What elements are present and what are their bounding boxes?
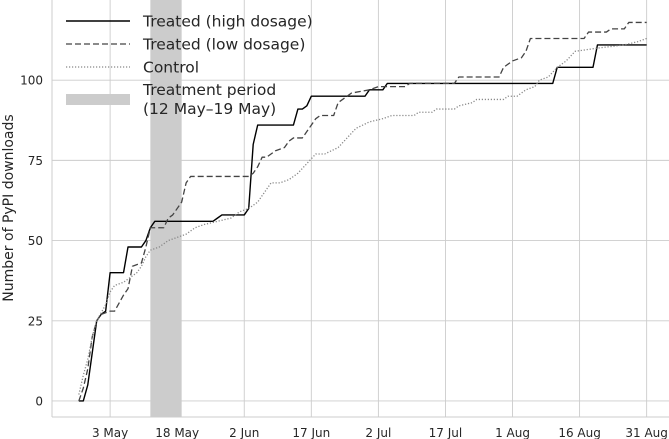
legend-swatch-treatment-period: [66, 94, 130, 105]
legend-label-2: Control: [143, 59, 199, 77]
y-tick-label: 100: [20, 74, 43, 88]
x-tick-label: 31 Aug: [625, 426, 668, 439]
series-lines: [78, 21, 647, 402]
series-line-2: [78, 37, 647, 395]
x-tick-label: 17 Jul: [429, 426, 463, 439]
x-tick-label: 3 May: [92, 426, 128, 439]
legend-label-treatment-period: Treatment period: [142, 81, 276, 99]
x-tick-label: 17 Jun: [292, 426, 330, 439]
legend-label-1: Treated (low dosage): [142, 36, 305, 54]
series-line-0: [78, 44, 647, 402]
series-line-1: [78, 21, 647, 402]
x-tick-label: 2 Jun: [229, 426, 259, 439]
y-axis-label: Number of PyPI downloads: [1, 114, 17, 301]
plot-frame: [51, 0, 669, 418]
x-tick-label: 16 Aug: [558, 426, 601, 439]
tick-labels: 3 May 18 May 2 Jun 17 Jun 2 Jul 17 Jul 1 Aug 16…: [20, 74, 668, 439]
y-tick-label: 50: [28, 234, 43, 248]
x-tick-label: 18 May: [155, 426, 199, 439]
legend: Treated (high dosage) Treated (low dosage…: [66, 13, 313, 118]
y-tick-label: 75: [28, 154, 43, 168]
legend-label-0: Treated (high dosage): [142, 13, 313, 31]
x-tick-label: 1 Aug: [495, 426, 530, 439]
legend-label-treatment-period: (12 May–19 May): [143, 100, 276, 118]
y-tick-label: 25: [28, 314, 43, 328]
y-tick-label: 0: [35, 394, 43, 408]
x-tick-label: 2 Jul: [365, 426, 391, 439]
